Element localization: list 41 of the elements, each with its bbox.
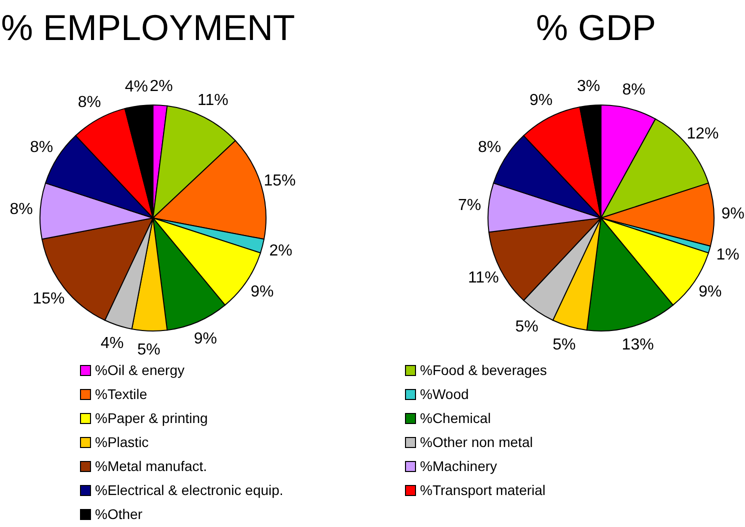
data-label: 9% <box>250 284 274 301</box>
legend-label: %Textile <box>95 386 148 402</box>
data-label: 8% <box>622 82 646 99</box>
data-label: 12% <box>686 125 719 142</box>
chart-title: % GDP <box>534 7 658 48</box>
legend-label: %Electrical & electronic equip. <box>95 482 284 498</box>
data-label: 8% <box>10 201 33 218</box>
legend-label: %Paper & printing <box>95 410 208 426</box>
legend-label: %Metal manufact. <box>95 458 208 474</box>
legend-label: %Other non metal <box>420 434 533 450</box>
data-label: 9% <box>698 284 722 301</box>
data-label: 5% <box>515 318 538 336</box>
data-label: 15% <box>264 172 296 190</box>
data-label: 13% <box>622 336 654 354</box>
data-label: 8% <box>478 138 502 156</box>
data-label: 9% <box>194 330 217 348</box>
legend-label: %Oil & energy <box>95 362 184 378</box>
data-label: 15% <box>32 290 65 308</box>
data-label: 1% <box>716 246 740 264</box>
legend-label: %Other <box>95 506 142 522</box>
data-label: 9% <box>721 205 744 222</box>
data-label: 3% <box>577 78 600 96</box>
data-label: 4% <box>124 78 148 96</box>
data-label: 8% <box>30 138 54 156</box>
legend-label: %Food & beverages <box>420 362 547 378</box>
data-label: 9% <box>530 92 553 109</box>
legend-label: %Wood <box>420 386 469 402</box>
data-label: 8% <box>78 94 101 111</box>
data-label: 11% <box>198 92 228 109</box>
data-label: 2% <box>269 242 292 260</box>
legend-label: %Chemical <box>420 410 491 426</box>
data-label: 5% <box>137 341 160 358</box>
data-label: 5% <box>552 336 576 354</box>
legend-label: %Machinery <box>420 458 498 474</box>
legend-label: %Plastic <box>95 434 149 450</box>
data-label: 4% <box>100 335 124 352</box>
data-label: 11% <box>468 269 499 286</box>
data-label: 2% <box>150 78 173 95</box>
legend-label: %Transport material <box>420 482 546 498</box>
data-label: 7% <box>458 197 482 214</box>
chart-title: % EMPLOYMENT <box>0 7 296 48</box>
